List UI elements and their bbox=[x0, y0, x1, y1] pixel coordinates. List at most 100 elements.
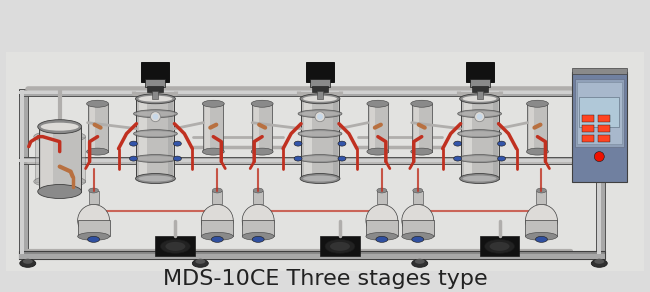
Bar bbox=[34, 137, 84, 182]
Circle shape bbox=[594, 152, 604, 161]
Ellipse shape bbox=[213, 188, 222, 193]
Bar bbox=[19, 89, 605, 96]
Bar bbox=[168, 101, 174, 177]
Bar bbox=[536, 190, 547, 204]
Ellipse shape bbox=[202, 204, 233, 237]
Bar bbox=[77, 220, 110, 237]
Ellipse shape bbox=[38, 120, 82, 134]
Bar bbox=[153, 91, 159, 99]
Ellipse shape bbox=[317, 114, 323, 120]
Bar bbox=[310, 79, 330, 87]
Bar bbox=[472, 86, 488, 92]
Bar bbox=[301, 99, 339, 178]
Ellipse shape bbox=[202, 148, 224, 155]
Ellipse shape bbox=[485, 239, 515, 253]
Bar bbox=[573, 68, 627, 74]
Ellipse shape bbox=[303, 175, 337, 182]
Ellipse shape bbox=[458, 110, 502, 118]
Bar bbox=[582, 125, 594, 132]
Bar bbox=[582, 115, 594, 122]
Ellipse shape bbox=[300, 156, 340, 161]
Bar bbox=[19, 157, 605, 164]
Ellipse shape bbox=[135, 111, 176, 116]
Ellipse shape bbox=[242, 232, 274, 240]
Bar bbox=[575, 79, 624, 147]
Ellipse shape bbox=[300, 173, 340, 183]
Text: MDS-10CE Three stages type: MDS-10CE Three stages type bbox=[162, 269, 488, 289]
Ellipse shape bbox=[367, 100, 389, 107]
Ellipse shape bbox=[300, 111, 340, 116]
Bar bbox=[582, 135, 594, 142]
Ellipse shape bbox=[153, 114, 159, 120]
Ellipse shape bbox=[330, 242, 350, 251]
Ellipse shape bbox=[592, 259, 607, 267]
Bar bbox=[155, 237, 196, 256]
Bar bbox=[370, 106, 375, 150]
Ellipse shape bbox=[411, 148, 433, 155]
Ellipse shape bbox=[497, 141, 506, 146]
Bar bbox=[19, 251, 605, 259]
Ellipse shape bbox=[402, 232, 434, 240]
Ellipse shape bbox=[411, 259, 428, 267]
Ellipse shape bbox=[367, 148, 389, 155]
Ellipse shape bbox=[88, 237, 99, 242]
Ellipse shape bbox=[415, 259, 424, 264]
Ellipse shape bbox=[38, 185, 82, 199]
Bar bbox=[573, 72, 627, 182]
Ellipse shape bbox=[77, 204, 110, 237]
Ellipse shape bbox=[88, 188, 99, 193]
Ellipse shape bbox=[211, 237, 223, 242]
Ellipse shape bbox=[77, 232, 110, 240]
Bar bbox=[525, 220, 558, 237]
Bar bbox=[366, 220, 398, 237]
Ellipse shape bbox=[594, 259, 604, 264]
Bar bbox=[493, 101, 497, 177]
Bar bbox=[530, 106, 534, 150]
Bar bbox=[476, 91, 482, 99]
Bar bbox=[213, 190, 222, 204]
Bar bbox=[140, 101, 148, 177]
Bar bbox=[414, 106, 419, 150]
Bar bbox=[377, 190, 387, 204]
Ellipse shape bbox=[525, 232, 558, 240]
Ellipse shape bbox=[20, 259, 36, 267]
Ellipse shape bbox=[338, 141, 346, 146]
Bar bbox=[254, 190, 263, 204]
Ellipse shape bbox=[34, 131, 86, 142]
Bar bbox=[469, 79, 489, 87]
Ellipse shape bbox=[133, 110, 177, 118]
Bar bbox=[402, 220, 434, 237]
Bar bbox=[142, 62, 170, 82]
Bar bbox=[463, 101, 472, 177]
Ellipse shape bbox=[325, 239, 355, 253]
Ellipse shape bbox=[23, 259, 32, 264]
Ellipse shape bbox=[460, 156, 500, 161]
Ellipse shape bbox=[366, 232, 398, 240]
Ellipse shape bbox=[138, 96, 172, 102]
Ellipse shape bbox=[192, 259, 208, 267]
Bar bbox=[306, 62, 334, 82]
Bar bbox=[90, 106, 95, 150]
Ellipse shape bbox=[402, 204, 434, 237]
Ellipse shape bbox=[174, 156, 181, 161]
Ellipse shape bbox=[377, 188, 387, 193]
Ellipse shape bbox=[489, 242, 510, 251]
Bar bbox=[146, 79, 165, 87]
Ellipse shape bbox=[460, 111, 500, 116]
Ellipse shape bbox=[135, 156, 176, 161]
Bar bbox=[461, 99, 499, 178]
Bar bbox=[579, 97, 619, 127]
Ellipse shape bbox=[298, 154, 342, 163]
Bar bbox=[6, 52, 644, 271]
Ellipse shape bbox=[138, 175, 172, 182]
Bar bbox=[88, 190, 99, 204]
Bar bbox=[19, 159, 605, 161]
Bar bbox=[148, 86, 163, 92]
Ellipse shape bbox=[458, 154, 502, 163]
Ellipse shape bbox=[298, 110, 342, 118]
Ellipse shape bbox=[376, 237, 388, 242]
Bar bbox=[413, 190, 422, 204]
Ellipse shape bbox=[526, 148, 549, 155]
Bar bbox=[527, 104, 547, 152]
Ellipse shape bbox=[133, 154, 177, 163]
